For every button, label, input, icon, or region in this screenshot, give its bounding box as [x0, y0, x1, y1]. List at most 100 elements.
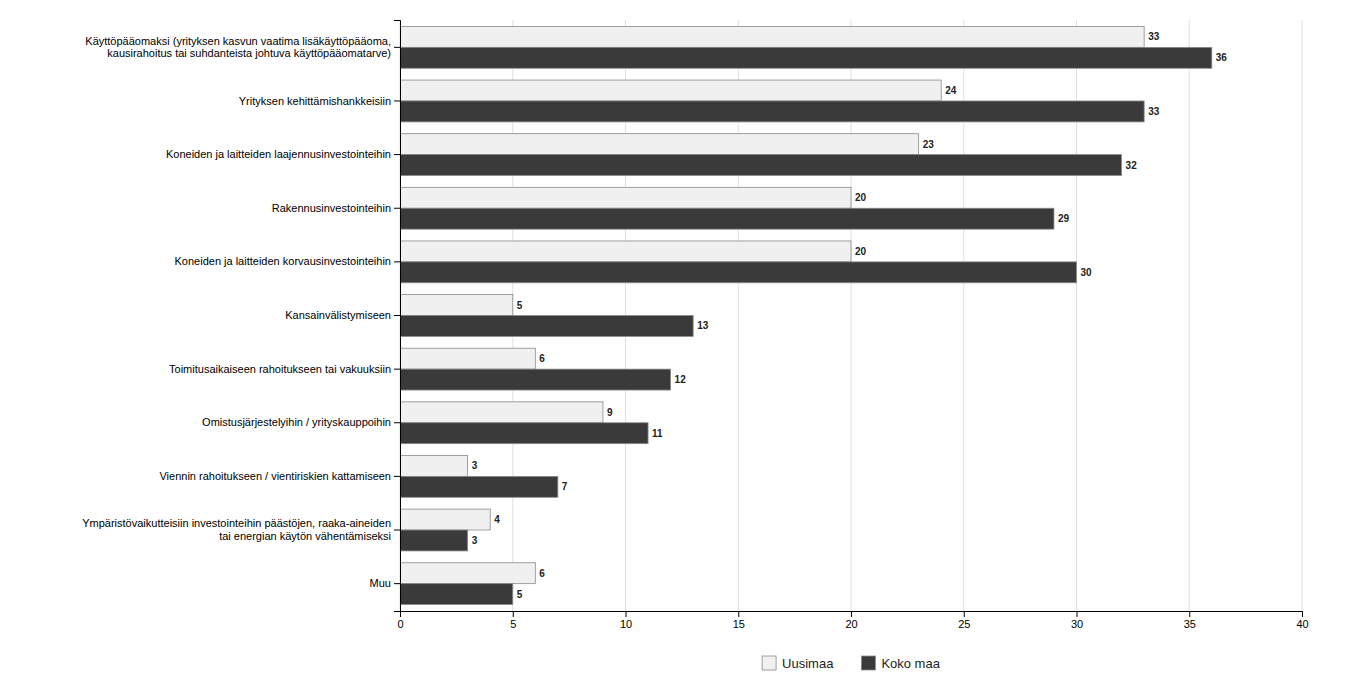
tick: Omistusjärjestelyihin / yrityskauppoihin	[202, 416, 400, 428]
data-label: 4	[494, 514, 500, 525]
data-label: 13	[697, 320, 709, 331]
tick-mark	[394, 100, 400, 101]
legend-label: Koko maa	[881, 656, 940, 671]
tick: 40	[1296, 611, 1308, 630]
tick-label: 5	[510, 618, 516, 630]
bar	[400, 155, 1122, 176]
bar	[400, 348, 535, 369]
tick: 0	[397, 611, 403, 630]
data-label: 5	[517, 300, 523, 311]
tick: Käyttöpääomaksi (yrityksen kasvun vaatim…	[85, 35, 400, 60]
data-label: 3	[472, 535, 478, 546]
bar	[400, 208, 1054, 229]
data-label: 24	[945, 85, 957, 96]
tick-label: 0	[397, 618, 403, 630]
tick-mark	[394, 369, 400, 370]
tick-label: Kansainvälistymiseen	[285, 309, 391, 321]
tick: 25	[958, 611, 970, 630]
data-label: 33	[1148, 106, 1160, 117]
bar	[400, 101, 1144, 122]
tick-label: Koneiden ja laitteiden laajennusinvestoi…	[166, 148, 391, 160]
tick-label: 30	[1071, 618, 1083, 630]
bar-series	[400, 47, 1212, 604]
tick-label: 35	[1184, 618, 1196, 630]
axis-line	[394, 21, 401, 612]
tick-mark	[964, 611, 965, 617]
bar	[400, 584, 513, 605]
data-label: 20	[855, 246, 867, 257]
tick-mark	[394, 530, 400, 531]
data-label: 12	[675, 374, 687, 385]
tick-mark	[394, 261, 400, 262]
bars	[400, 26, 1212, 604]
bar	[400, 455, 468, 476]
data-label: 5	[517, 589, 523, 600]
tick-label: 40	[1296, 618, 1308, 630]
data-label: 7	[562, 481, 568, 492]
chart: 0510152025303540Käyttöpääomaksi (yrityks…	[0, 0, 1352, 691]
bar	[400, 134, 919, 155]
tick-mark	[394, 476, 400, 477]
tick: Koneiden ja laitteiden korvausinvestoint…	[175, 255, 400, 267]
value-axis: 0510152025303540	[397, 611, 1308, 630]
tick: 20	[845, 611, 857, 630]
grid-line	[1189, 20, 1190, 611]
tick-mark	[1189, 611, 1190, 617]
legend-item: Koko maa	[861, 656, 940, 671]
tick-mark	[394, 583, 400, 584]
legend-swatch	[861, 656, 875, 670]
bar	[400, 509, 490, 530]
grid	[400, 20, 1302, 611]
bar	[400, 369, 671, 390]
legend: Uusimaa Koko maa	[762, 656, 941, 671]
bar	[400, 241, 851, 262]
bar	[400, 476, 558, 497]
tick: Rakennusinvestointeihin	[272, 202, 400, 214]
bar	[400, 563, 535, 584]
data-label: 6	[539, 568, 545, 579]
tick: Viennin rahoitukseen / vientiriskien kat…	[159, 470, 400, 482]
category-axis: Käyttöpääomaksi (yrityksen kasvun vaatim…	[82, 21, 400, 612]
tick: 15	[733, 611, 745, 630]
tick-mark	[394, 422, 400, 423]
bar	[400, 187, 851, 208]
tick-label: 15	[733, 618, 745, 630]
bar-series	[400, 26, 1144, 583]
tick-mark	[394, 47, 400, 48]
tick: 30	[1071, 611, 1083, 630]
legend-item: Uusimaa	[762, 656, 834, 671]
tick-label: Koneiden ja laitteiden korvausinvestoint…	[175, 255, 391, 267]
bar	[400, 530, 468, 551]
data-label: 20	[855, 192, 867, 203]
tick-label: Rakennusinvestointeihin	[272, 202, 391, 214]
tick-label: Käyttöpääomaksi (yrityksen kasvun vaatim…	[85, 35, 391, 60]
tick-mark	[394, 208, 400, 209]
tick-mark	[626, 611, 627, 617]
bar	[400, 47, 1212, 68]
bar	[400, 26, 1144, 47]
data-label: 3	[472, 460, 478, 471]
tick-label: 20	[845, 618, 857, 630]
tick: 5	[510, 611, 516, 630]
data-label: 11	[652, 428, 663, 439]
tick-label: Ympäristövaikutteisiin investointeihin p…	[82, 517, 391, 542]
axis-line	[401, 612, 1303, 618]
data-label: 30	[1081, 267, 1093, 278]
data-label: 32	[1126, 160, 1138, 171]
tick-mark	[851, 611, 852, 617]
bar	[400, 262, 1077, 283]
data-label: 23	[923, 139, 935, 150]
bar	[400, 80, 941, 101]
grid-line	[1302, 20, 1303, 611]
tick-label: Viennin rahoitukseen / vientiriskien kat…	[159, 470, 391, 482]
data-labels: 33242320205693463633322930131211735	[472, 31, 1228, 599]
tick-mark	[394, 154, 400, 155]
data-label: 36	[1216, 52, 1228, 63]
tick: 35	[1184, 611, 1196, 630]
data-label: 33	[1148, 31, 1160, 42]
tick: Yrityksen kehittämishankkeisiin	[239, 95, 400, 107]
tick: Kansainvälistymiseen	[285, 309, 400, 321]
legend-label: Uusimaa	[782, 656, 834, 671]
tick-label: Muu	[370, 577, 391, 589]
tick: Koneiden ja laitteiden laajennusinvestoi…	[166, 148, 400, 160]
